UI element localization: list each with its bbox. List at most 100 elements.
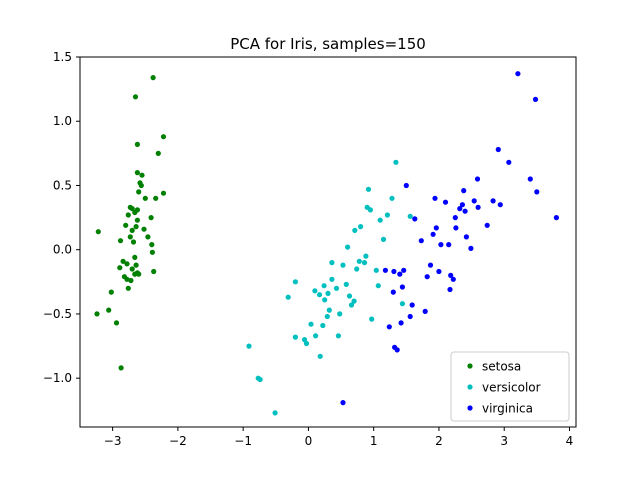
series-versicolor xyxy=(246,159,413,416)
data-point-setosa-19 xyxy=(129,227,135,233)
data-point-virginica-44 xyxy=(527,176,533,182)
y-tick-label: 0.5 xyxy=(53,178,72,192)
data-point-virginica-41 xyxy=(497,202,503,208)
data-point-versicolor-14 xyxy=(320,322,326,329)
data-point-virginica-37 xyxy=(475,204,481,210)
data-point-versicolor-43 xyxy=(377,217,383,223)
data-point-virginica-32 xyxy=(462,208,468,214)
data-point-setosa-2 xyxy=(108,289,114,295)
data-point-virginica-6 xyxy=(394,347,400,353)
legend-box xyxy=(450,351,570,422)
data-point-setosa-43 xyxy=(153,195,159,201)
data-point-versicolor-34 xyxy=(358,224,364,230)
data-point-versicolor-5 xyxy=(292,279,298,285)
data-point-virginica-21 xyxy=(433,225,439,231)
data-point-setosa-37 xyxy=(141,226,147,232)
data-point-virginica-9 xyxy=(399,284,405,290)
data-point-setosa-28 xyxy=(133,224,139,230)
data-point-setosa-32 xyxy=(134,170,140,176)
data-point-versicolor-4 xyxy=(285,294,291,300)
data-point-setosa-13 xyxy=(128,277,134,284)
data-point-setosa-10 xyxy=(124,276,130,282)
data-point-versicolor-46 xyxy=(389,195,395,201)
data-point-versicolor-36 xyxy=(363,253,369,259)
data-point-virginica-0 xyxy=(340,400,346,406)
data-point-setosa-22 xyxy=(130,239,137,245)
y-tick-label: 1.0 xyxy=(53,114,72,128)
data-point-versicolor-29 xyxy=(348,302,355,308)
data-point-versicolor-48 xyxy=(399,301,405,307)
chart-title: PCA for Iris, samples=150 xyxy=(230,35,426,53)
data-point-setosa-35 xyxy=(139,172,145,178)
data-point-virginica-35 xyxy=(471,198,477,204)
data-point-versicolor-40 xyxy=(369,316,375,322)
y-tick-label: 0.0 xyxy=(53,243,72,257)
data-point-virginica-18 xyxy=(427,262,434,268)
data-point-versicolor-26 xyxy=(343,281,349,287)
data-point-setosa-40 xyxy=(149,249,155,255)
data-point-versicolor-41 xyxy=(373,267,379,273)
data-point-setosa-36 xyxy=(142,195,148,201)
data-point-virginica-29 xyxy=(457,206,463,212)
legend-marker-virginica xyxy=(467,405,473,411)
y-tick-label: 1.5 xyxy=(53,50,72,64)
legend-marker-setosa xyxy=(467,363,473,369)
data-point-virginica-2 xyxy=(386,324,392,330)
x-tick-label: −3 xyxy=(104,434,122,448)
data-point-versicolor-32 xyxy=(354,266,360,272)
y-axis: −1.0 −0.5 0.0 0.5 1.0 1.5 xyxy=(43,50,80,385)
data-point-setosa-26 xyxy=(132,271,138,277)
data-point-setosa-1 xyxy=(94,311,100,317)
data-point-virginica-39 xyxy=(490,198,496,204)
data-point-virginica-36 xyxy=(474,176,481,182)
data-point-versicolor-3 xyxy=(272,410,278,416)
data-point-versicolor-27 xyxy=(345,244,351,250)
data-point-setosa-44 xyxy=(155,150,161,156)
data-point-virginica-19 xyxy=(430,231,436,237)
data-point-versicolor-31 xyxy=(352,227,358,233)
x-tick-label: 4 xyxy=(566,434,574,448)
data-point-virginica-40 xyxy=(495,146,501,153)
data-point-virginica-17 xyxy=(424,274,430,280)
data-point-virginica-20 xyxy=(432,195,438,201)
legend-label-versicolor: versicolor xyxy=(482,381,541,395)
data-point-versicolor-23 xyxy=(335,333,341,339)
data-point-setosa-12 xyxy=(124,261,130,267)
data-point-versicolor-13 xyxy=(317,353,323,359)
data-point-virginica-38 xyxy=(484,222,490,228)
data-point-virginica-22 xyxy=(436,268,442,275)
data-point-setosa-31 xyxy=(136,189,142,195)
data-point-virginica-16 xyxy=(422,308,428,314)
data-point-virginica-3 xyxy=(390,289,396,295)
legend-label-setosa: setosa xyxy=(482,360,521,374)
series-setosa xyxy=(94,75,167,371)
data-point-setosa-45 xyxy=(160,134,167,140)
data-point-versicolor-24 xyxy=(337,311,343,317)
data-point-versicolor-22 xyxy=(333,285,340,291)
data-point-virginica-42 xyxy=(506,159,512,165)
data-point-setosa-17 xyxy=(129,206,135,212)
data-point-virginica-14 xyxy=(412,216,418,222)
data-point-versicolor-21 xyxy=(329,276,335,282)
data-point-setosa-3 xyxy=(106,307,112,313)
data-point-setosa-47 xyxy=(150,75,156,81)
data-point-virginica-30 xyxy=(459,202,465,208)
data-point-setosa-48 xyxy=(132,94,139,100)
data-point-virginica-1 xyxy=(382,267,388,273)
data-point-setosa-5 xyxy=(118,365,124,371)
data-point-setosa-8 xyxy=(120,258,126,264)
data-point-setosa-41 xyxy=(151,268,157,275)
data-point-setosa-38 xyxy=(145,234,151,240)
data-point-versicolor-18 xyxy=(325,290,331,296)
x-axis: −3 −2 −1 0 1 2 3 4 xyxy=(104,427,574,448)
data-point-setosa-4 xyxy=(113,320,120,326)
data-point-virginica-15 xyxy=(418,238,424,244)
data-point-versicolor-49 xyxy=(407,213,413,219)
data-point-versicolor-0 xyxy=(246,343,252,349)
data-point-setosa-42 xyxy=(148,215,154,221)
data-point-virginica-11 xyxy=(403,182,409,189)
data-point-virginica-33 xyxy=(463,234,469,240)
legend: setosa versicolor virginica xyxy=(450,351,570,422)
